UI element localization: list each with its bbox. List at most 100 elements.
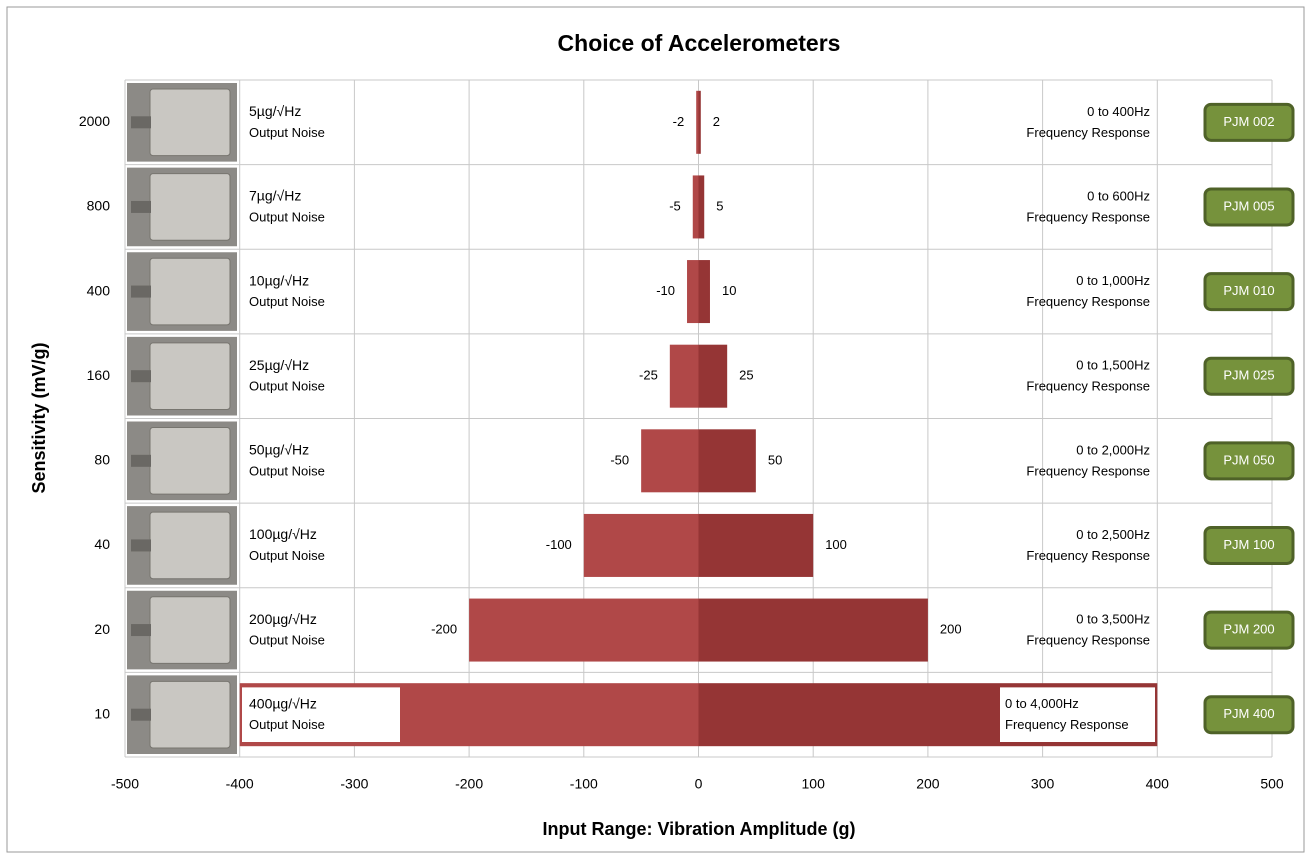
bar bbox=[696, 91, 698, 154]
sensor-connector bbox=[131, 116, 151, 128]
sensor-connector bbox=[131, 624, 151, 636]
sensor-connector bbox=[131, 286, 151, 298]
bar bbox=[699, 260, 710, 323]
noise-value: 5µg/√Hz bbox=[249, 103, 301, 119]
x-tick-label: 300 bbox=[1031, 776, 1055, 792]
noise-caption: Output Noise bbox=[249, 717, 325, 732]
model-button-label[interactable]: PJM 010 bbox=[1223, 283, 1274, 298]
noise-value: 200µg/√Hz bbox=[249, 611, 317, 627]
sensor-connector bbox=[131, 455, 151, 467]
frequency-caption: Frequency Response bbox=[1026, 633, 1150, 648]
y-axis-title: Sensitivity (mV/g) bbox=[29, 342, 49, 493]
model-button-label[interactable]: PJM 002 bbox=[1223, 114, 1274, 129]
data-label: 100 bbox=[825, 537, 847, 552]
noise-value: 50µg/√Hz bbox=[249, 442, 309, 458]
frequency-caption: Frequency Response bbox=[1026, 125, 1150, 140]
model-button-label[interactable]: PJM 200 bbox=[1223, 622, 1274, 637]
x-tick-label: -200 bbox=[455, 776, 483, 792]
y-tick-label: 20 bbox=[94, 621, 110, 637]
model-button-label[interactable]: PJM 400 bbox=[1223, 706, 1274, 721]
sensor-body bbox=[150, 174, 230, 241]
y-tick-label: 800 bbox=[87, 198, 111, 214]
data-label: -200 bbox=[431, 622, 457, 637]
data-label: 2 bbox=[713, 114, 720, 129]
noise-caption: Output Noise bbox=[249, 209, 325, 224]
sensor-connector bbox=[131, 370, 151, 382]
frequency-caption: Frequency Response bbox=[1026, 463, 1150, 478]
data-label: -25 bbox=[639, 368, 658, 383]
bar bbox=[699, 429, 756, 492]
data-label: -100 bbox=[546, 537, 572, 552]
x-tick-label: 500 bbox=[1260, 776, 1284, 792]
sensor-body bbox=[150, 89, 230, 156]
frequency-caption: Frequency Response bbox=[1005, 717, 1129, 732]
sensor-body bbox=[150, 428, 230, 495]
sensor-connector bbox=[131, 709, 151, 721]
y-tick-label: 10 bbox=[94, 705, 110, 721]
bar bbox=[693, 175, 699, 238]
frequency-caption: Frequency Response bbox=[1026, 294, 1150, 309]
frequency-value: 0 to 400Hz bbox=[1087, 104, 1150, 119]
sensor-body bbox=[150, 597, 230, 664]
bar bbox=[687, 260, 698, 323]
model-button-label[interactable]: PJM 025 bbox=[1223, 368, 1274, 383]
bar bbox=[584, 514, 699, 577]
sensor-body bbox=[150, 512, 230, 579]
bar bbox=[699, 91, 701, 154]
bar bbox=[699, 175, 705, 238]
model-button-label[interactable]: PJM 005 bbox=[1223, 198, 1274, 213]
frequency-value: 0 to 1,000Hz bbox=[1076, 273, 1150, 288]
frequency-caption: Frequency Response bbox=[1026, 379, 1150, 394]
bar bbox=[469, 599, 698, 662]
x-tick-label: 200 bbox=[916, 776, 940, 792]
data-label: -50 bbox=[610, 452, 629, 467]
noise-value: 400µg/√Hz bbox=[249, 695, 317, 711]
sensor-connector bbox=[131, 201, 151, 213]
chart: Choice of Accelerometers Input Range: Vi… bbox=[0, 0, 1311, 853]
data-label: 50 bbox=[768, 452, 782, 467]
bar bbox=[699, 345, 728, 408]
y-tick-label: 40 bbox=[94, 536, 110, 552]
x-axis-title: Input Range: Vibration Amplitude (g) bbox=[543, 819, 856, 839]
frequency-value: 0 to 1,500Hz bbox=[1076, 358, 1150, 373]
x-tick-label: 0 bbox=[695, 776, 703, 792]
frequency-value: 0 to 2,500Hz bbox=[1076, 527, 1150, 542]
x-tick-label: 400 bbox=[1146, 776, 1170, 792]
data-label: 5 bbox=[716, 198, 723, 213]
bar bbox=[699, 514, 814, 577]
frequency-caption: Frequency Response bbox=[1026, 209, 1150, 224]
x-tick-label: -400 bbox=[226, 776, 254, 792]
model-button-label[interactable]: PJM 050 bbox=[1223, 452, 1274, 467]
noise-caption: Output Noise bbox=[249, 294, 325, 309]
bar bbox=[699, 599, 928, 662]
x-tick-label: 100 bbox=[802, 776, 826, 792]
sensor-body bbox=[150, 681, 230, 748]
chart-title: Choice of Accelerometers bbox=[558, 30, 841, 56]
noise-value: 100µg/√Hz bbox=[249, 526, 317, 542]
y-tick-label: 400 bbox=[87, 282, 111, 298]
frequency-value: 0 to 2,000Hz bbox=[1076, 442, 1150, 457]
page: Choice of Accelerometers Input Range: Vi… bbox=[0, 0, 1311, 853]
noise-value: 25µg/√Hz bbox=[249, 357, 309, 373]
x-tick-label: -300 bbox=[340, 776, 368, 792]
x-tick-label: -500 bbox=[111, 776, 139, 792]
frequency-value: 0 to 600Hz bbox=[1087, 188, 1150, 203]
y-tick-label: 80 bbox=[94, 452, 110, 468]
frequency-value: 0 to 4,000Hz bbox=[1005, 696, 1079, 711]
data-label: -2 bbox=[673, 114, 685, 129]
noise-caption: Output Noise bbox=[249, 463, 325, 478]
noise-caption: Output Noise bbox=[249, 633, 325, 648]
noise-caption: Output Noise bbox=[249, 125, 325, 140]
noise-caption: Output Noise bbox=[249, 548, 325, 563]
model-button-label[interactable]: PJM 100 bbox=[1223, 537, 1274, 552]
data-label: 10 bbox=[722, 283, 736, 298]
data-label: 25 bbox=[739, 368, 753, 383]
sensor-body bbox=[150, 258, 230, 325]
bar bbox=[670, 345, 699, 408]
data-label: -10 bbox=[656, 283, 675, 298]
x-tick-label: -100 bbox=[570, 776, 598, 792]
data-label: 200 bbox=[940, 622, 962, 637]
sensor-connector bbox=[131, 539, 151, 551]
noise-value: 10µg/√Hz bbox=[249, 272, 309, 288]
y-tick-label: 160 bbox=[87, 367, 111, 383]
